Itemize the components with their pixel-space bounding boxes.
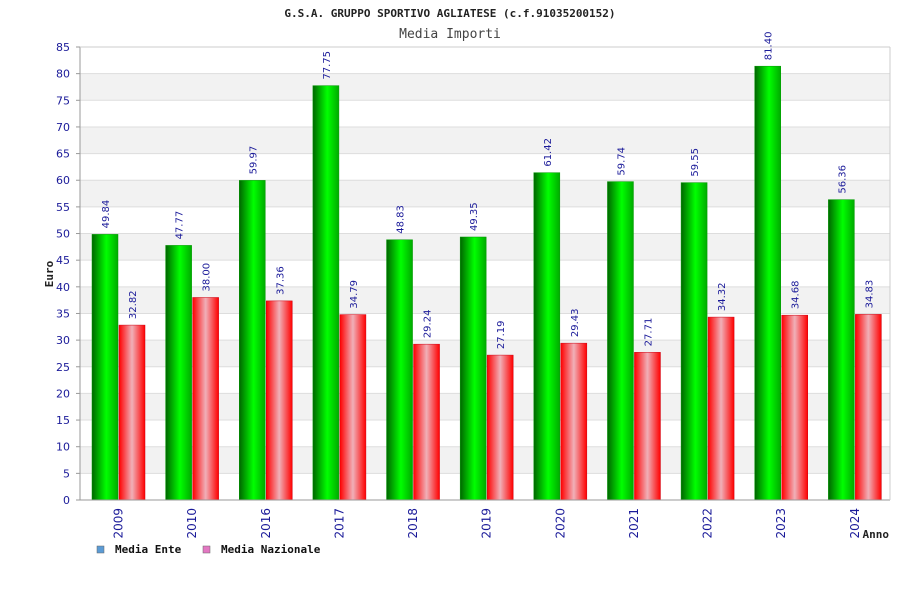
bar-data-label: 34.32 <box>717 282 728 311</box>
bar-data-label: 81.40 <box>764 32 775 61</box>
bar-data-label: 27.19 <box>496 320 507 349</box>
bar-media-nazionale <box>118 324 146 501</box>
bar-data-label: 34.68 <box>791 281 802 310</box>
y-tick-label: 45 <box>56 254 70 267</box>
legend-swatch-media-ente <box>96 545 105 554</box>
bar-media-nazionale <box>192 297 219 501</box>
y-tick-label: 35 <box>56 307 70 320</box>
bar-data-label: 59.97 <box>248 146 259 175</box>
x-axis-label: Anno <box>863 528 890 541</box>
legend: Media Ente Media Nazionale <box>96 543 321 556</box>
bar-data-label: 34.83 <box>864 280 875 309</box>
legend-swatch-media-nazionale <box>202 545 211 554</box>
x-tick-label: 2021 <box>627 508 641 539</box>
bar-data-label: 49.84 <box>101 200 112 229</box>
bar-data-label: 77.75 <box>322 51 333 80</box>
legend-label-media-ente: Media Ente <box>115 543 182 556</box>
y-tick-label: 15 <box>56 414 70 427</box>
bar-data-label: 48.83 <box>396 205 407 234</box>
y-tick-label: 50 <box>56 228 70 241</box>
x-tick-label: 2020 <box>553 508 567 539</box>
y-tick-label: 20 <box>56 387 70 400</box>
bar-data-label: 61.42 <box>543 138 554 167</box>
bar-media-nazionale <box>634 352 661 501</box>
bar-media-ente <box>312 85 340 501</box>
y-tick-label: 80 <box>56 68 70 81</box>
legend-label-media-nazionale: Media Nazionale <box>221 543 321 556</box>
x-tick-label: 2009 <box>112 508 126 539</box>
x-tick-label: 2010 <box>185 508 199 539</box>
y-tick-label: 60 <box>56 174 70 187</box>
bar-media-ente <box>386 239 413 501</box>
y-axis-label: Euro <box>43 260 56 287</box>
x-tick-label: 2017 <box>332 508 346 539</box>
bar-data-labels: 49.84 32.82 47.77 38.00 59.97 37.36 77.75 34.79… <box>101 32 875 350</box>
bar-data-label: 49.35 <box>469 202 480 231</box>
bar-data-label: 38.00 <box>202 263 213 292</box>
y-tick-label: 0 <box>63 494 70 507</box>
bar-media-nazionale <box>855 314 882 501</box>
y-tick-label: 5 <box>63 467 70 480</box>
bar-data-label: 29.43 <box>570 309 581 338</box>
y-tick-label: 65 <box>56 148 70 161</box>
bar-media-nazionale <box>486 354 514 501</box>
bar-media-nazionale <box>781 314 808 501</box>
y-tick-label: 85 <box>56 41 70 54</box>
bar-media-nazionale <box>339 314 367 501</box>
bar-media-ente <box>828 199 855 501</box>
bar-data-label: 59.74 <box>616 147 627 176</box>
x-tick-label: 2022 <box>701 508 715 539</box>
x-tick-label: 2018 <box>406 508 420 539</box>
x-tick-label: 2024 <box>848 508 862 539</box>
bar-media-ente <box>607 181 634 501</box>
bar-media-nazionale <box>560 342 588 501</box>
bar-data-label: 37.36 <box>275 266 286 295</box>
x-tick-label: 2016 <box>259 508 273 539</box>
bar-data-label: 29.24 <box>423 310 434 339</box>
bar-data-label: 34.79 <box>349 280 360 309</box>
bar-media-ente <box>533 172 561 501</box>
bar-media-ente <box>165 245 192 501</box>
y-tick-label: 70 <box>56 121 70 134</box>
bar-media-ente <box>459 236 487 501</box>
y-tick-label: 30 <box>56 334 70 347</box>
x-tick-label: 2023 <box>774 508 788 539</box>
bar-media-ente <box>239 180 266 501</box>
bar-media-ente <box>91 234 119 501</box>
y-axis-ticks: 0 5 10 15 20 25 30 35 40 45 50 55 60 65 70 75 80 85 <box>56 41 80 507</box>
y-tick-label: 55 <box>56 201 70 214</box>
y-tick-label: 40 <box>56 281 70 294</box>
y-tick-label: 10 <box>56 441 70 454</box>
bar-data-label: 59.55 <box>690 148 701 177</box>
y-tick-label: 75 <box>56 94 70 107</box>
x-tick-label: 2019 <box>480 508 494 539</box>
x-axis-ticks: 2009 2010 2016 2017 2018 2019 2020 2021 2022 2023… <box>112 508 862 539</box>
bar-data-label: 56.36 <box>837 165 848 194</box>
chart-title: G.S.A. GRUPPO SPORTIVO AGLIATESE (c.f.91… <box>284 7 615 20</box>
bar-media-nazionale <box>266 300 293 501</box>
bar-media-nazionale <box>707 316 735 501</box>
bar-data-label: 27.71 <box>643 318 654 347</box>
bar-media-nazionale <box>413 343 440 501</box>
bar-data-label: 32.82 <box>128 290 139 319</box>
bar-media-ente <box>754 65 781 501</box>
bar-data-label: 47.77 <box>175 211 186 240</box>
y-tick-label: 25 <box>56 361 70 374</box>
bar-media-ente <box>680 182 708 501</box>
chart-subtitle: Media Importi <box>399 27 501 42</box>
